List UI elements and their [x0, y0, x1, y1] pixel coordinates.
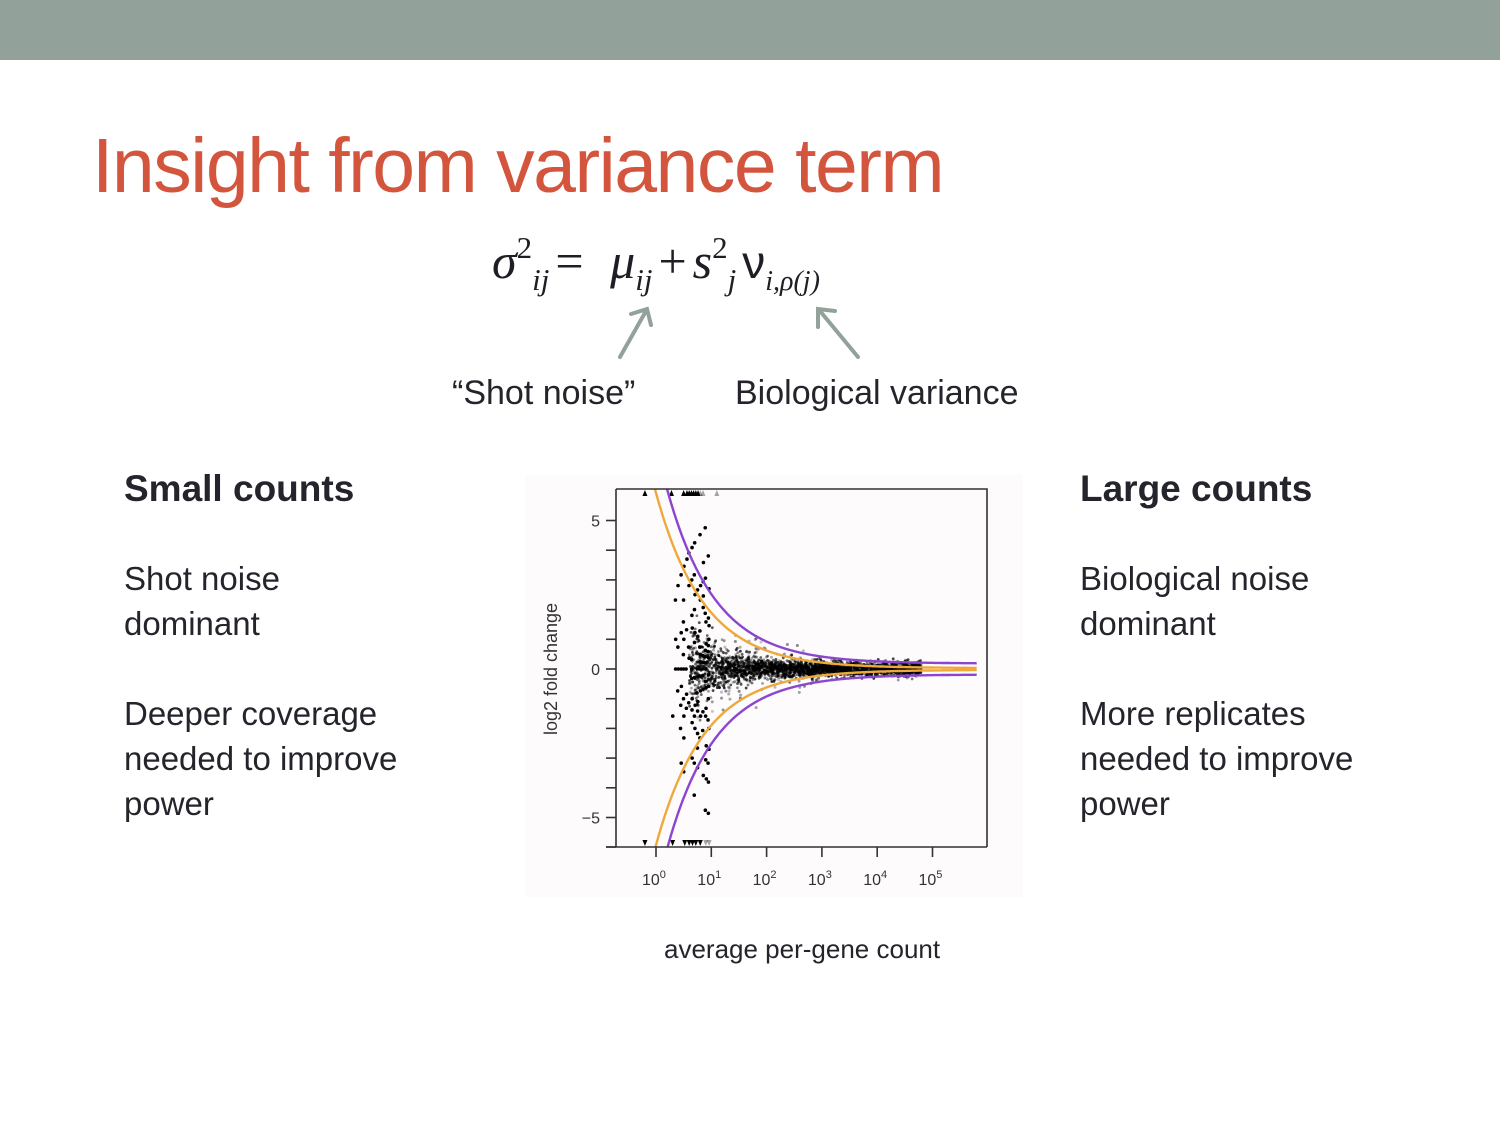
large-counts-column: Large counts Biological noise dominant M… — [1080, 466, 1440, 871]
eq-equals: = — [555, 233, 584, 289]
y-axis-label: log2 fold change — [541, 603, 561, 735]
y-tick-label: 5 — [591, 514, 600, 531]
ma-plot-svg: 5 0 −5 100 101 102 103 104 105 log2 fold change — [541, 488, 988, 889]
x-tick-label: 104 — [863, 869, 887, 889]
shot-noise-label: “Shot noise” — [452, 374, 636, 412]
eq-mu: μ — [610, 233, 636, 289]
x-tick-label: 101 — [697, 869, 721, 889]
y-tick-label: 0 — [591, 662, 600, 679]
small-counts-heading: Small counts — [124, 468, 355, 509]
eq-s: s — [692, 233, 713, 289]
large-counts-point-1: Biological noise dominant — [1080, 560, 1310, 642]
eq-sigma: σ — [492, 233, 517, 289]
header-band — [0, 0, 1500, 60]
ma-plot: 5 0 −5 100 101 102 103 104 105 log2 fold change — [525, 475, 1023, 897]
x-axis-caption: average per-gene count — [664, 934, 941, 964]
variance-equation: σ2ij = μij + s2j νi,ρ(j) — [492, 230, 820, 297]
biological-variance-label: Biological variance — [735, 374, 1019, 412]
x-tick-label: 102 — [753, 869, 777, 889]
x-tick-label: 105 — [919, 869, 943, 889]
large-counts-point-2: More replicates needed to improve power — [1080, 695, 1354, 822]
small-counts-point-1: Shot noise dominant — [124, 560, 280, 642]
arrow-icon-shot-noise — [618, 306, 653, 359]
large-counts-heading: Large counts — [1080, 468, 1313, 509]
arrow-icon-biological — [816, 306, 860, 359]
plot-frame — [616, 488, 988, 847]
x-tick-label: 100 — [642, 869, 666, 889]
small-counts-column: Small counts Shot noise dominant Deeper … — [124, 466, 484, 871]
eq-plus: + — [658, 233, 687, 289]
eq-nu: ν — [742, 236, 766, 288]
x-tick-label: 103 — [808, 869, 832, 889]
annotation-arrows — [618, 306, 860, 359]
y-tick-label: −5 — [582, 811, 600, 828]
small-counts-point-2: Deeper coverage needed to improve power — [124, 695, 398, 822]
slide-title: Insight from variance term — [92, 123, 945, 209]
